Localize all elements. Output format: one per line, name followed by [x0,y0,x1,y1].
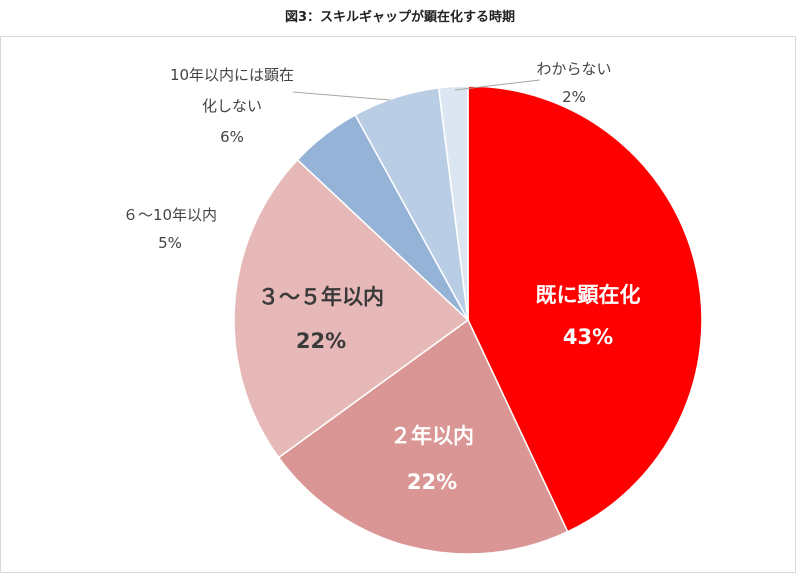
leader-line-unknown [454,79,541,91]
slice-unknown [437,85,469,321]
slice-label-not-within-10y-line2: 化しない [202,97,262,115]
slice-value-6to10y: 5% [158,234,182,252]
slice-already [467,85,703,533]
slice-label-not-within-10y-line1: 10年以内には顕在 [170,66,294,84]
slice-label-3to5y: ３～５年以内 [258,285,384,309]
slice-3to5y [233,158,470,459]
leader-line-not-within-10y [292,91,391,101]
slice-within-2y [277,318,569,555]
slice-value-unknown: 2% [562,88,586,106]
slice-value-within-2y: 22% [407,470,457,494]
slice-label-within-2y: ２年以内 [390,424,474,448]
slice-value-already: 43% [563,325,613,349]
slice-value-3to5y: 22% [296,329,346,353]
leader-lines [292,79,541,101]
slice-label-already: 既に顕在化 [536,283,641,307]
figure-title: 図3：スキルギャップが顕在化する時期 [284,10,516,25]
slice-value-not-within-10y: 6% [220,128,244,146]
slice-label-6to10y: ６～10年以内 [123,206,217,224]
pie-slices [233,85,703,555]
slice-label-unknown: わからない [536,60,611,78]
